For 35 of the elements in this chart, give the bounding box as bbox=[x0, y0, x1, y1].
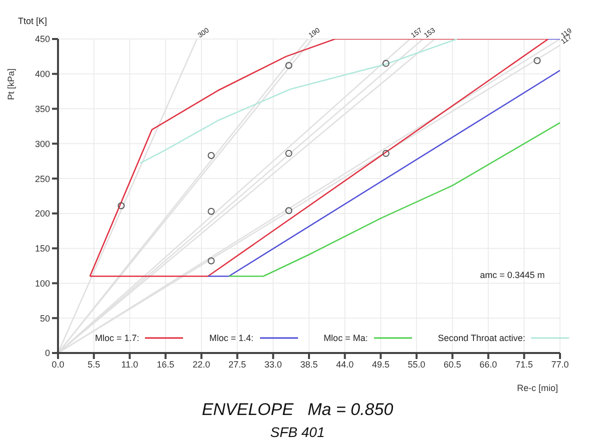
text: SFB 401 bbox=[269, 424, 326, 440]
x-tick-label: 77.0 bbox=[551, 359, 569, 370]
x-tick-label: 66.0 bbox=[480, 359, 498, 370]
y-tick-label: 150 bbox=[34, 244, 50, 254]
y-tick-label: 50 bbox=[40, 313, 50, 324]
x-tick-label: 49.5 bbox=[372, 359, 390, 370]
x-tick-label: 0.0 bbox=[52, 359, 64, 370]
text: Ttot [K] bbox=[18, 16, 48, 26]
text: ENVELOPE Ma = 0.850 bbox=[200, 400, 394, 420]
y-axis-title: Pt [kPa] bbox=[6, 68, 16, 100]
x-tick-label: 33.0 bbox=[264, 359, 282, 370]
x-tick-label: 16.5 bbox=[156, 359, 174, 370]
x-tick-label: 27.5 bbox=[228, 359, 246, 370]
x-tick-label: 38.5 bbox=[300, 359, 318, 370]
y-tick-label: 100 bbox=[34, 278, 50, 288]
y-tick-label: 450 bbox=[34, 34, 50, 44]
y-tick-label: 300 bbox=[34, 138, 50, 149]
x-axis-title: Re-c [mio] bbox=[516, 383, 558, 393]
y-tick-label: 350 bbox=[34, 104, 50, 114]
legend-label: Mloc = Ma: bbox=[324, 333, 368, 343]
legend-label: Second Throat active: bbox=[438, 333, 526, 343]
x-tick-label: 5.5 bbox=[88, 359, 100, 370]
x-tick-label: 55.0 bbox=[408, 359, 426, 370]
y-tick-label: 250 bbox=[34, 174, 50, 184]
legend-label: Mloc = 1.7: bbox=[95, 333, 140, 343]
x-tick-label: 71.5 bbox=[515, 359, 533, 370]
x-tick-label: 44.0 bbox=[336, 359, 354, 370]
x-tick-label: 11.0 bbox=[121, 359, 138, 370]
y-tick-label: 400 bbox=[34, 69, 50, 80]
x-tick-label: 60.5 bbox=[444, 359, 462, 370]
y-tick-label: 200 bbox=[34, 208, 50, 219]
y-tick-label: 0 bbox=[44, 348, 50, 358]
legend-label: Mloc = 1.4: bbox=[209, 333, 254, 343]
annotation: amc = 0.3445 m bbox=[480, 270, 545, 280]
x-tick-label: 22.0 bbox=[192, 359, 210, 370]
